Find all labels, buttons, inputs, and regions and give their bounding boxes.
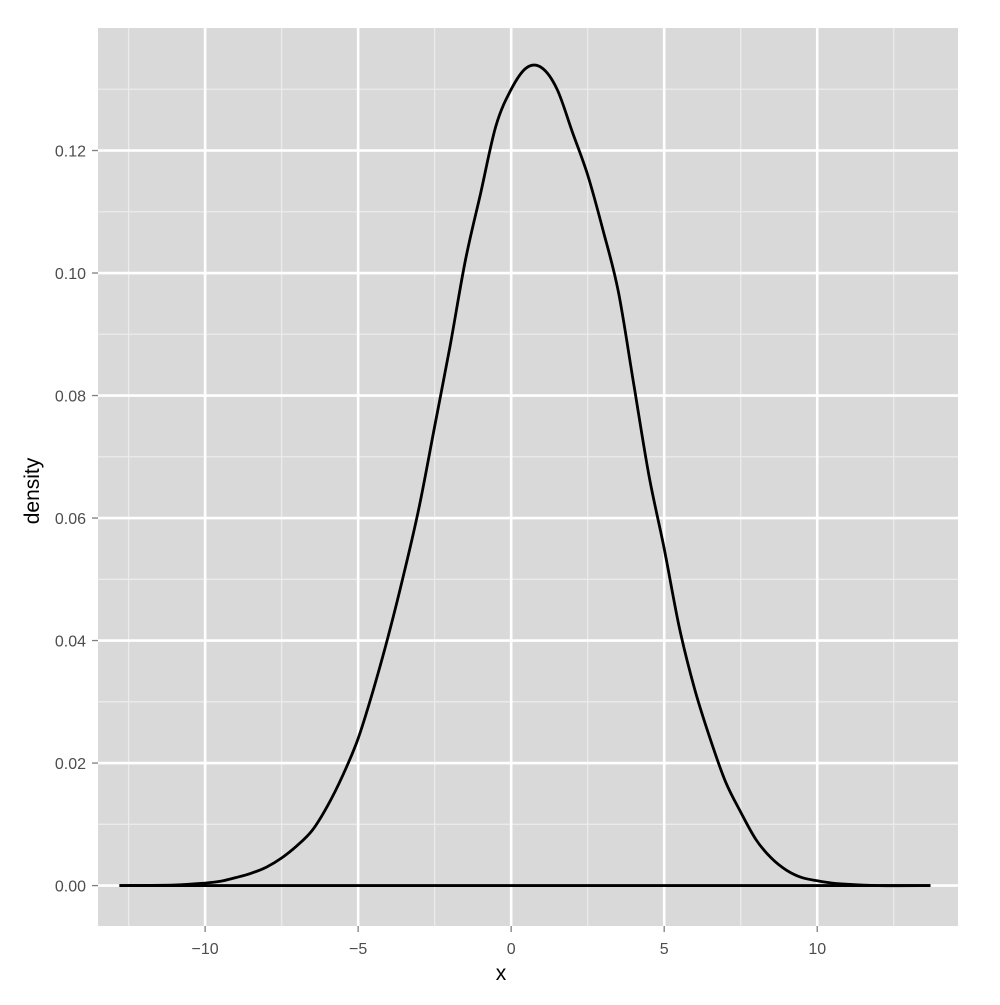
- x-tick-label: 10: [808, 941, 826, 958]
- y-tick-label: 0.06: [55, 511, 86, 528]
- panel-background: [98, 28, 958, 926]
- x-axis-title: x: [496, 962, 507, 985]
- y-axis: 0.00 0.02 0.04 0.06 0.08 0.10 0.12: [55, 144, 98, 896]
- x-axis: −10 −5 0 5 10: [192, 926, 826, 958]
- y-tick-label: 0.04: [55, 634, 86, 651]
- x-tick-label: −5: [349, 941, 367, 958]
- minor-gridlines: [98, 28, 958, 926]
- x-tick-label: 0: [507, 941, 516, 958]
- y-tick-label: 0.12: [55, 144, 86, 161]
- x-tick-label: 5: [660, 941, 669, 958]
- y-axis-title: density: [21, 457, 44, 524]
- y-tick-label: 0.00: [55, 879, 86, 896]
- density-series-layer: [119, 63, 931, 888]
- y-tick-label: 0.10: [55, 266, 86, 283]
- density-curve: [119, 63, 931, 888]
- y-tick-label: 0.02: [55, 756, 86, 773]
- x-tick-label: −10: [192, 941, 219, 958]
- y-tick-label: 0.08: [55, 389, 86, 406]
